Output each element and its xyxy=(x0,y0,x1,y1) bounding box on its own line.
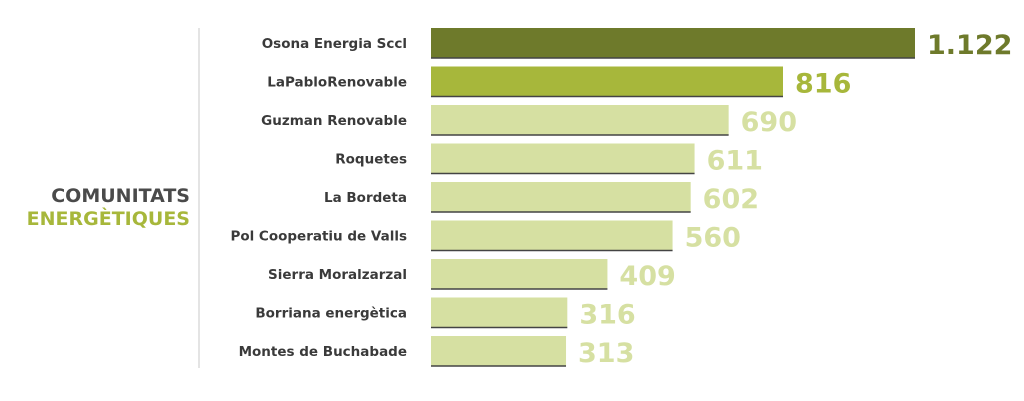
category-label: Osona Energia Sccl xyxy=(262,36,407,52)
value-label: 602 xyxy=(703,184,759,215)
value-label: 313 xyxy=(578,338,634,369)
category-label: Pol Cooperatiu de Valls xyxy=(230,229,407,245)
bar xyxy=(431,105,729,135)
value-label: 816 xyxy=(795,69,851,100)
value-label: 560 xyxy=(685,223,741,254)
bar xyxy=(431,66,783,97)
chart-title-line2: ENERGÈTIQUES xyxy=(26,208,190,230)
category-label: Sierra Moralzarzal xyxy=(268,267,407,283)
category-label: La Bordeta xyxy=(324,190,407,206)
category-label: Borriana energètica xyxy=(255,306,407,322)
category-label: Roquetes xyxy=(335,152,407,168)
value-label: 316 xyxy=(579,300,635,331)
category-label: LaPabloRenovable xyxy=(267,75,407,91)
bar xyxy=(431,336,567,366)
value-label: 611 xyxy=(707,146,763,177)
bar xyxy=(431,297,568,328)
category-label: Montes de Buchabade xyxy=(239,344,407,360)
chart-title-line1: COMUNITATS xyxy=(51,185,190,207)
value-label: 1.122 xyxy=(927,30,1012,61)
bar xyxy=(431,259,608,289)
value-label: 690 xyxy=(741,107,797,138)
bar xyxy=(431,28,915,58)
bar xyxy=(431,143,695,174)
category-label: Guzman Renovable xyxy=(261,113,407,129)
value-label: 409 xyxy=(619,261,675,292)
bars-group: Osona Energia Sccl 1.122 LaPabloRenovable 8… xyxy=(230,28,1012,369)
bar xyxy=(431,220,673,251)
bar xyxy=(431,182,691,212)
